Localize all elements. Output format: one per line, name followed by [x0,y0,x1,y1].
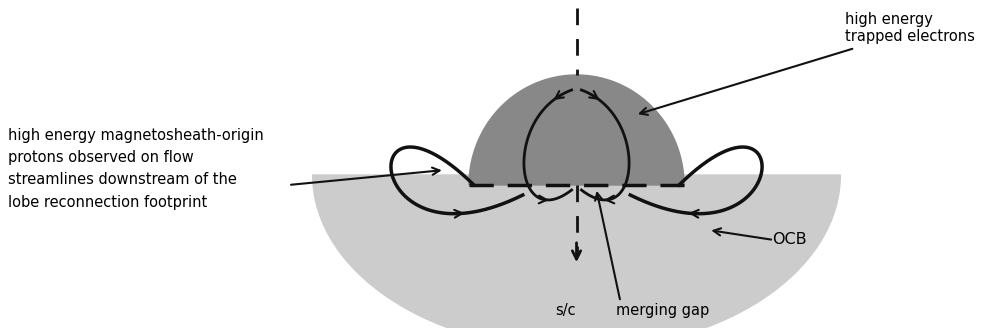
Text: s/c: s/c [554,302,575,318]
Polygon shape [313,175,840,328]
Text: OCB: OCB [772,233,806,248]
Text: high energy
trapped electrons: high energy trapped electrons [845,12,974,44]
Text: high energy magnetosheath-origin
protons observed on flow
streamlines downstream: high energy magnetosheath-origin protons… [8,128,264,210]
Polygon shape [469,75,683,185]
Text: merging gap: merging gap [615,302,708,318]
